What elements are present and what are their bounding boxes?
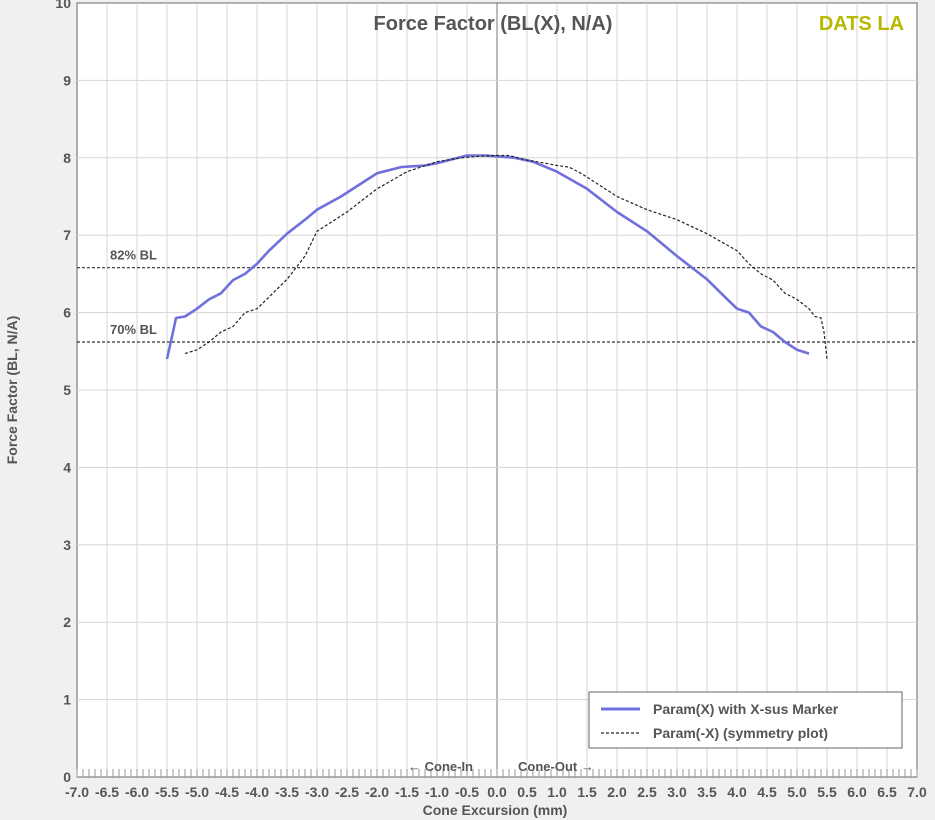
y-tick-label: 0 <box>63 769 71 785</box>
x-tick-label: -2.0 <box>365 784 389 800</box>
y-tick-label: 5 <box>63 382 71 398</box>
x-tick-label: 3.0 <box>667 784 687 800</box>
x-tick-label: 7.0 <box>907 784 927 800</box>
x-tick-label: -6.0 <box>125 784 149 800</box>
x-tick-label: -4.0 <box>245 784 269 800</box>
x-tick-label: -2.5 <box>335 784 359 800</box>
grid <box>77 3 917 777</box>
y-tick-label: 9 <box>63 72 71 88</box>
reference-line-label: 82% BL <box>110 248 157 263</box>
y-axis-label: Force Factor (BL, N/A) <box>4 316 20 465</box>
cone-in-label: ← Cone-In <box>408 759 473 774</box>
x-tick-label: 6.5 <box>877 784 897 800</box>
x-tick-label: -6.5 <box>95 784 119 800</box>
reference-lines: 82% BL 70% BL <box>77 248 917 343</box>
cone-out-label: Cone-Out → <box>518 759 594 774</box>
series-line-param-x <box>165 154 810 360</box>
x-tick-label: 4.0 <box>727 784 747 800</box>
x-tick-label: 5.5 <box>817 784 837 800</box>
x-tick-label: 5.0 <box>787 784 807 800</box>
x-tick-label: -0.5 <box>455 784 479 800</box>
y-tick-label: 2 <box>63 614 71 630</box>
x-axis-label: Cone Excursion (mm) <box>423 802 568 818</box>
x-tick-label: -1.5 <box>395 784 419 800</box>
y-tick-label: 8 <box>63 150 71 166</box>
x-tick-label: 0.5 <box>517 784 537 800</box>
reference-line-label: 70% BL <box>110 322 157 337</box>
legend-label-param-x: Param(X) with X-sus Marker <box>653 701 839 717</box>
legend: Param(X) with X-sus Marker Param(-X) (sy… <box>588 691 903 749</box>
legend-label-param-neg-x: Param(-X) (symmetry plot) <box>653 725 828 741</box>
legend-box <box>588 691 903 749</box>
x-tick-label: -5.0 <box>185 784 209 800</box>
x-tick-label: 1.5 <box>577 784 597 800</box>
y-tick-label: 1 <box>63 692 71 708</box>
x-tick-label: 6.0 <box>847 784 867 800</box>
x-tick-label: -7.0 <box>65 784 89 800</box>
x-tick-label: -1.0 <box>425 784 449 800</box>
x-tick-label: 1.0 <box>547 784 567 800</box>
x-tick-label: 3.5 <box>697 784 717 800</box>
x-tick-label: -3.5 <box>275 784 299 800</box>
series-layer <box>165 154 828 360</box>
x-tick-label: 4.5 <box>757 784 777 800</box>
x-tick-label: -3.0 <box>305 784 329 800</box>
y-tick-label: 4 <box>63 459 71 475</box>
y-tick-label: 3 <box>63 537 71 553</box>
x-tick-label: -4.5 <box>215 784 239 800</box>
series-line-param-neg-x <box>184 154 828 360</box>
brand-label: DATS LA <box>819 13 904 35</box>
y-tick-label: 7 <box>63 227 71 243</box>
x-tick-label: 2.5 <box>637 784 657 800</box>
x-tick-labels: -7.0 -6.5 -6.0 -5.5 -5.0 -4.5 -4.0 -3.5 -3.0 -2.5… <box>65 784 927 800</box>
minor-ticks <box>76 769 918 777</box>
x-tick-label: 0.0 <box>487 784 507 800</box>
y-tick-labels: 0 1 2 3 4 5 6 7 8 9 10 <box>55 0 71 785</box>
y-tick-label: 6 <box>63 305 71 321</box>
y-tick-label: 10 <box>55 0 71 11</box>
x-tick-label: 2.0 <box>607 784 627 800</box>
chart-title: Force Factor (BL(X), N/A) <box>374 13 613 35</box>
x-tick-label: -5.5 <box>155 784 179 800</box>
